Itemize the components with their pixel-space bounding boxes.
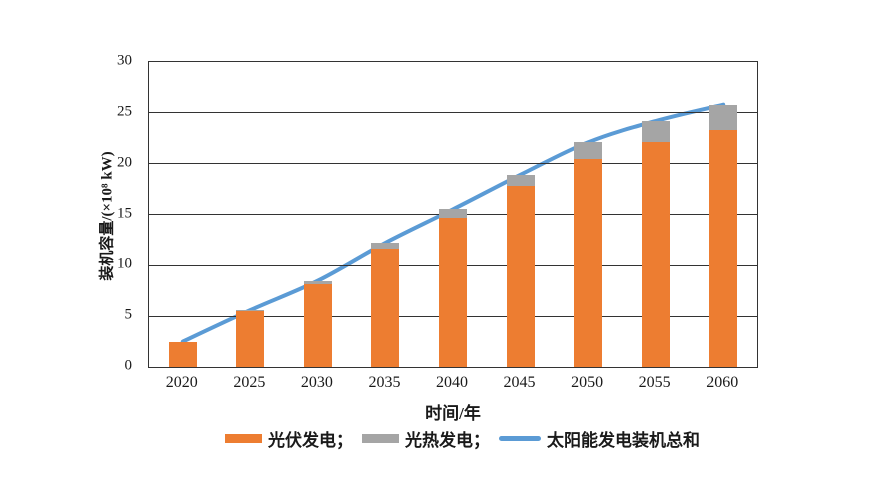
x-axis-ticks: 2020 2025 2030 2035 2040 2045 2050 2055 2060 — [148, 374, 758, 396]
bar-segment-光热发电 — [709, 104, 738, 131]
bar-segment-光伏发电 — [168, 341, 197, 367]
x-tick-label: 2030 — [300, 374, 333, 391]
y-tick-label: 0 — [124, 357, 133, 374]
bar-segment-光热发电 — [641, 120, 670, 143]
y-tick-label: 5 — [124, 306, 133, 323]
x-tick-label: 2025 — [233, 374, 266, 391]
legend-label-total: 太阳能发电装机总和 — [547, 431, 700, 450]
x-axis-title: 时间/年 — [425, 404, 481, 423]
x-tick-label: 2040 — [436, 374, 468, 391]
x-tick-label: 2060 — [706, 374, 739, 391]
y-tick-label: 15 — [117, 205, 132, 221]
bar-segment-光伏发电 — [709, 130, 738, 367]
bar-segment-光伏发电 — [303, 283, 332, 367]
bar-segment-光热发电 — [303, 280, 332, 284]
y-tick-label: 30 — [117, 52, 132, 69]
total-line-swatch-icon — [499, 436, 541, 441]
bar-segment-光热发电 — [236, 310, 265, 312]
x-tick-label: 2035 — [368, 374, 401, 391]
legend: 光伏发电； 光热发电； 太阳能发电装机总和 — [225, 426, 700, 451]
x-tick-label: 2020 — [165, 374, 198, 391]
bar-segment-光热发电 — [371, 242, 400, 250]
bar-segment-光伏发电 — [574, 158, 603, 367]
y-axis-ticks: 0 5 10 15 20 25 30 — [0, 53, 140, 374]
gridline — [149, 163, 757, 165]
bar-segment-光伏发电 — [236, 311, 265, 367]
y-tick-label: 20 — [117, 154, 132, 171]
bar-segment-光伏发电 — [439, 217, 467, 367]
bar-segment-光伏发电 — [371, 249, 400, 367]
legend-item-pv: 光伏发电； — [225, 426, 353, 451]
legend-label-csp: 光热发电； — [405, 431, 490, 450]
x-tick-label: 2050 — [571, 374, 604, 391]
bar-segment-光热发电 — [574, 142, 603, 159]
gridline — [149, 112, 757, 114]
pv-swatch-icon — [225, 434, 262, 443]
x-tick-label: 2045 — [503, 374, 536, 391]
csp-swatch-icon — [362, 434, 399, 443]
legend-label-pv: 光伏发电； — [268, 431, 353, 450]
plot-area — [148, 61, 758, 368]
legend-item-total: 太阳能发电装机总和 — [499, 426, 700, 451]
bar-segment-光伏发电 — [506, 186, 535, 367]
bar-segment-光热发电 — [439, 209, 467, 218]
y-tick-label: 25 — [117, 103, 132, 120]
bar-segment-光热发电 — [506, 174, 535, 187]
x-tick-label: 2055 — [638, 374, 671, 391]
total-line — [180, 102, 726, 344]
y-tick-label: 10 — [117, 255, 132, 272]
legend-item-csp: 光热发电； — [362, 426, 490, 451]
bar-segment-光伏发电 — [641, 142, 670, 367]
